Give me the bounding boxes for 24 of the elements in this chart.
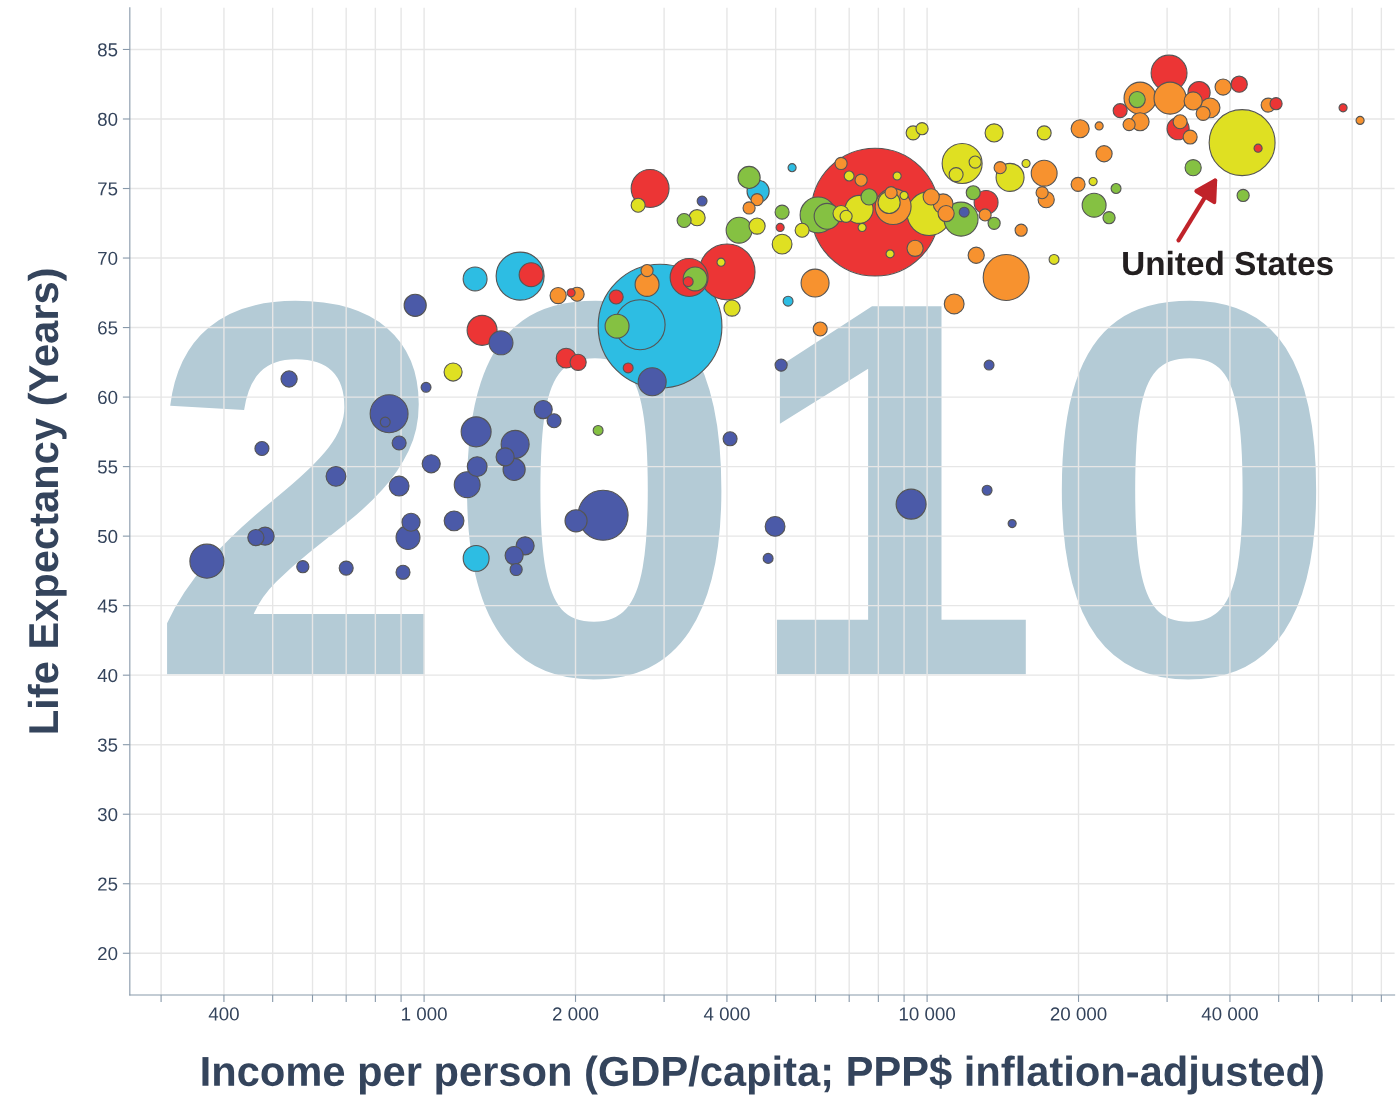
x-tick-label: 4 000 xyxy=(703,1007,750,1021)
y-tick-label: 20 xyxy=(98,946,118,961)
y-tick-label: 85 xyxy=(97,43,118,57)
y-tick-label: 50 xyxy=(97,529,118,544)
x-tick-label: 400 xyxy=(208,1007,239,1021)
annotation: United States xyxy=(1123,250,1333,276)
x-tick-label: 10 000 xyxy=(899,1007,956,1021)
x-tick-label: 1 000 xyxy=(402,1007,447,1021)
y-tick-label: 45 xyxy=(97,599,118,613)
y-axis-title: Life Expectancy (Years) xyxy=(27,269,67,733)
y-tick-label: 75 xyxy=(98,182,118,196)
y-tick-label: 65 xyxy=(98,321,118,335)
y-tick-label: 40 xyxy=(97,668,118,683)
y-tick-label: 25 xyxy=(98,877,118,891)
x-axis-title: Income per person (GDP/capita; PPP$ inflation-adjusted) xyxy=(202,1054,1323,1095)
y-tick-label: 55 xyxy=(97,460,118,474)
y-tick-label: 70 xyxy=(98,251,118,266)
y-tick-label: 60 xyxy=(98,390,118,405)
y-tick-label: 80 xyxy=(97,112,118,126)
y-tick-label: 30 xyxy=(97,807,118,822)
y-tick-label: 35 xyxy=(97,738,118,752)
x-tick-label: 20 000 xyxy=(1050,1007,1107,1021)
x-tick-label: 40 000 xyxy=(1201,1007,1258,1021)
x-tick-label: 2 000 xyxy=(553,1007,599,1021)
